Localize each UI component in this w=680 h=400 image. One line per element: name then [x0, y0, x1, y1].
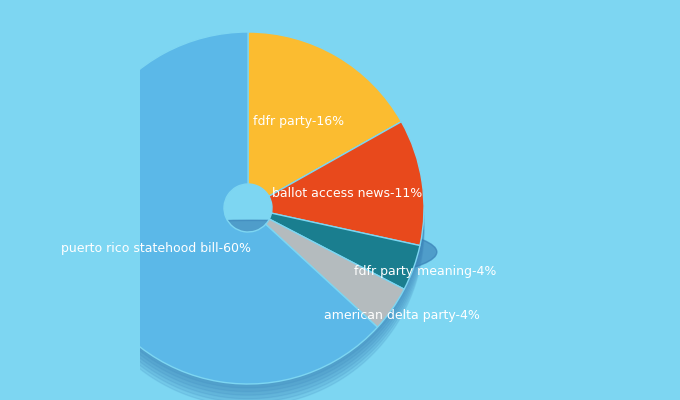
Wedge shape: [72, 32, 377, 384]
Polygon shape: [72, 212, 424, 388]
Wedge shape: [269, 122, 424, 246]
Text: american delta party-4%: american delta party-4%: [324, 310, 480, 322]
Polygon shape: [72, 230, 424, 400]
Text: ballot access news-11%: ballot access news-11%: [272, 187, 422, 200]
Wedge shape: [248, 32, 401, 196]
Polygon shape: [72, 223, 424, 399]
Wedge shape: [266, 219, 404, 327]
Text: puerto rico statehood bill-60%: puerto rico statehood bill-60%: [61, 242, 252, 255]
Text: fdfr party meaning-4%: fdfr party meaning-4%: [354, 266, 496, 278]
Ellipse shape: [67, 220, 437, 284]
Ellipse shape: [67, 220, 437, 284]
Polygon shape: [72, 219, 424, 395]
Text: fdfr party-16%: fdfr party-16%: [253, 115, 344, 128]
Ellipse shape: [67, 220, 437, 284]
Wedge shape: [269, 213, 420, 289]
Polygon shape: [72, 226, 424, 400]
Polygon shape: [72, 216, 424, 392]
